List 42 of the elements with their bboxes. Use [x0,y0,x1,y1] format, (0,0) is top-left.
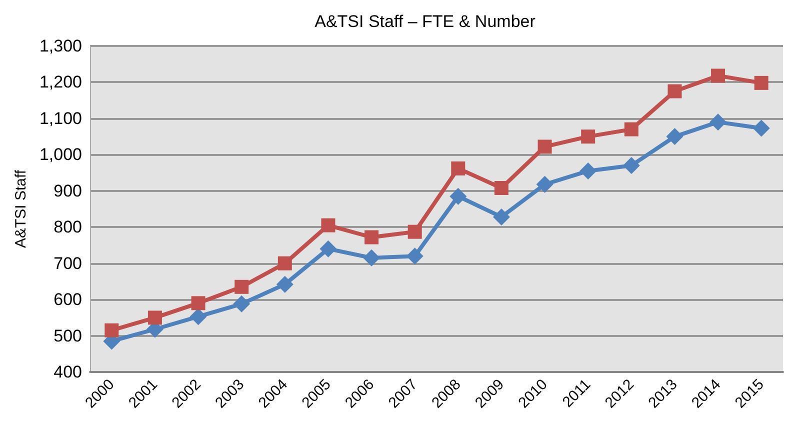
point [408,224,422,239]
point [710,114,727,131]
point [492,208,510,226]
point [450,188,467,205]
point [278,256,292,270]
point [711,68,726,83]
y-tick-label: 500 [54,326,82,346]
y-tick-label: 1,200 [39,72,82,92]
point [276,276,294,293]
point [668,84,682,98]
point [406,248,424,265]
point [538,140,552,154]
point [104,323,119,338]
point [190,308,207,326]
point [754,76,768,90]
point [191,296,206,310]
point [234,280,249,294]
point [451,161,466,176]
y-tick-label: 400 [54,362,82,382]
point [364,230,379,244]
y-tick-label: 900 [54,181,82,200]
point [666,128,684,146]
point [233,295,250,312]
y-tick-label: 1,300 [39,36,82,56]
point [581,130,596,144]
y-tick-label: 700 [54,254,82,273]
y-tick-label: 1,000 [39,145,82,164]
point [752,120,770,137]
point [494,180,508,195]
point [148,310,162,325]
y-tick-label: 600 [54,290,82,310]
point [536,176,554,193]
y-tick-label: 1,100 [39,108,82,128]
point [622,157,640,174]
point [580,162,597,180]
y-axis-title: A&TSI Staff [12,169,30,248]
chart-title: A&TSI Staff – FTE & Number [314,12,536,31]
y-tick-label: 800 [54,218,82,237]
point [321,218,336,232]
point [320,240,337,258]
point [363,249,380,266]
point [624,122,638,136]
